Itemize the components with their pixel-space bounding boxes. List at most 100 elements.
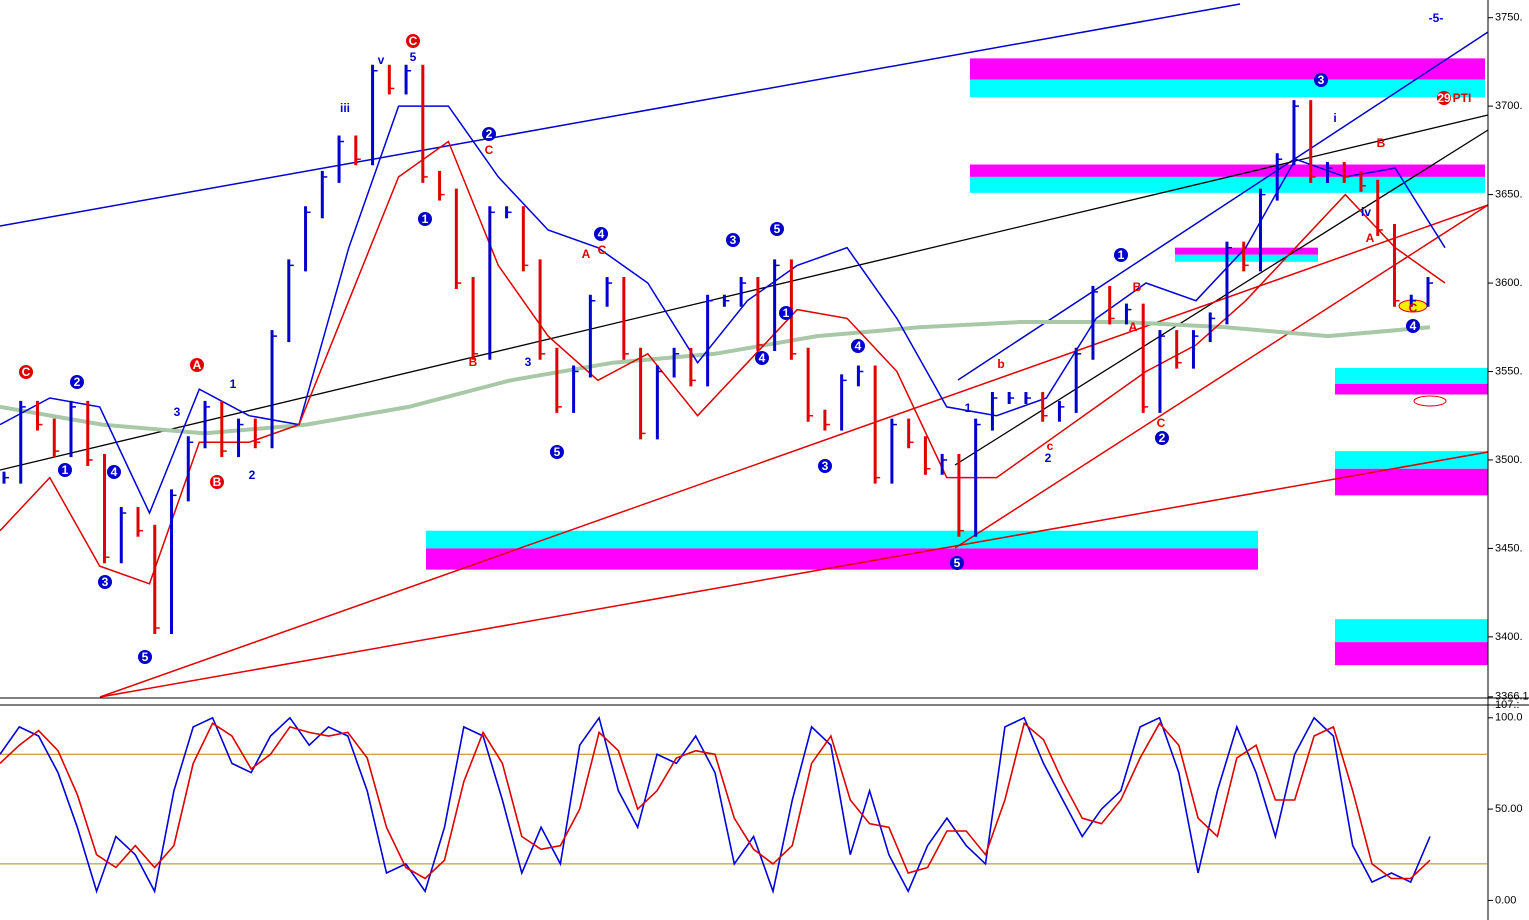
wave-marker [1314,73,1328,87]
zone [970,79,1485,98]
zone [1335,468,1488,496]
line-series [0,140,1446,585]
wave-label: C [409,34,418,48]
wave-marker [818,459,832,473]
zone [970,164,1485,177]
zone [1335,642,1488,666]
y-tick-label: 3600. [1495,277,1523,289]
wave-label: 1 [230,377,237,391]
wave-label: 3 [1318,73,1325,87]
wave-label: 5 [554,445,561,459]
wave-label: B [1377,136,1386,150]
wave-label: 5 [142,650,149,664]
y-tick-label: 107.: [1495,699,1519,711]
wave-label: 29 [1437,91,1451,105]
y-tick-label: 3650. [1495,189,1523,201]
wave-marker [851,339,865,353]
y-tick-label: 3400. [1495,631,1523,643]
trend-line [99,451,1489,698]
wave-label: 3 [822,459,829,473]
wave-label: C [485,143,494,157]
wave-label: B [469,355,478,369]
zone [1335,367,1488,384]
wave-label: 1 [783,306,790,320]
trend-line [0,114,1489,471]
zone [1335,451,1488,469]
y-tick-label: 3450. [1495,542,1523,554]
wave-marker [406,34,420,48]
highlight [1413,395,1447,407]
wave-marker [98,575,112,589]
wave-label: 1 [965,401,972,415]
oscillator-panel: 107.:100.0 50.00 0.00 [0,699,1523,906]
wave-marker [107,465,121,479]
wave-label: PTI [1453,91,1472,105]
wave-label: A [193,358,202,372]
wave-label: iv [1361,205,1371,219]
wave-label: 2 [249,468,256,482]
wave-label: 3 [174,405,181,419]
wave-label: i [1333,111,1336,125]
wave-label: A [1129,320,1138,334]
wave-marker [726,233,740,247]
wave-marker [779,306,793,320]
zone [1175,247,1318,255]
wave-marker [594,227,608,241]
zone [1335,383,1488,395]
wave-marker [1155,431,1169,445]
zones [426,58,1488,666]
wave-label: C [598,243,607,257]
wave-label: 5 [954,556,961,570]
line-series [0,715,1431,895]
wave-label: 2 [1159,431,1166,445]
wave-marker [550,445,564,459]
wave-label: 2 [74,375,81,389]
y-tick-label: 3700. [1495,100,1523,112]
wave-label: -5- [1429,11,1444,25]
y-tick-label: 100.0 [1495,712,1523,724]
wave-label: 3 [102,575,109,589]
wave-label: 3 [730,233,737,247]
wave-label: C [1409,301,1418,315]
wave-label: A [582,247,591,261]
line-series [0,721,1431,880]
wave-label: 1 [422,212,429,226]
wave-marker [418,212,432,226]
wave-label: 3 [525,355,532,369]
y-tick-label: 3750. [1495,12,1523,24]
wave-marker [190,358,204,372]
wave-marker [482,127,496,141]
wave-marker [770,222,784,236]
wave-label: 2 [486,127,493,141]
zone [1335,619,1488,643]
wave-label: v [378,53,385,67]
zone [426,548,1258,570]
channel-line [0,3,1241,227]
wave-label: 5 [410,50,417,64]
wave-label: 5 [774,222,781,236]
wave-marker [210,475,224,489]
line-series [0,105,1446,515]
wave-label: b [997,357,1004,371]
wave-label: A [1366,231,1375,245]
y-tick-label: 3500. [1495,454,1523,466]
wave-label: 4 [1410,319,1417,333]
wave-label: 4 [759,351,766,365]
wave-marker [1437,91,1451,105]
wave-label: C [22,365,31,379]
wave-label: 4 [855,339,862,353]
trend-line [954,204,1489,549]
zone [1175,254,1318,262]
zone [426,530,1258,549]
y-tick-label: 3550. [1495,365,1523,377]
wave-label: B [213,475,222,489]
wave-label: B [1133,280,1142,294]
wave-marker [138,650,152,664]
wave-marker [1114,248,1128,262]
trend-line [99,204,1489,698]
wave-label: c [1047,439,1054,453]
wave-label: iii [340,101,350,115]
y-tick-label: 3366.1 [1495,691,1529,703]
